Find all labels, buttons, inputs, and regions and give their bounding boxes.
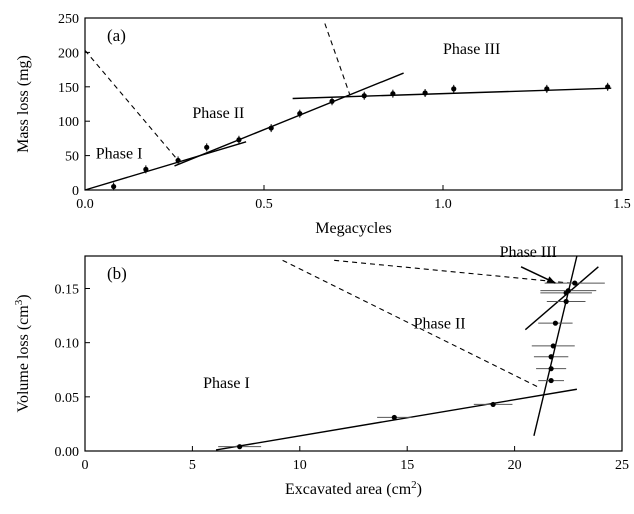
x-tick-label: 10	[293, 458, 307, 473]
phase-arrow-head	[546, 276, 556, 284]
y-axis-label: Mass loss (mg)	[15, 55, 32, 153]
y-tick-label: 50	[65, 150, 79, 165]
fit-line	[292, 87, 612, 100]
plot-frame	[84, 255, 623, 452]
data-point	[236, 137, 242, 143]
phase-annotation: Phase III	[500, 244, 557, 261]
data-point	[390, 91, 396, 97]
y-tick-label: 250	[58, 12, 79, 27]
data-point	[361, 93, 367, 99]
panel-label: (a)	[107, 26, 126, 45]
data-point	[548, 377, 554, 384]
data-point	[422, 90, 428, 96]
fit-line	[524, 266, 599, 331]
phase-annotation: Phase I	[96, 145, 143, 162]
data-point	[565, 288, 571, 294]
data-point	[605, 84, 611, 90]
y-tick-label: 100	[58, 115, 79, 130]
data-point	[490, 401, 496, 408]
panel-label: (b)	[107, 264, 127, 283]
data-point	[548, 366, 554, 372]
data-point	[329, 98, 335, 104]
x-axis-label: Excavated area (cm2)	[285, 479, 422, 498]
x-tick-label: 1.0	[434, 197, 452, 212]
y-tick-label: 0.05	[55, 391, 80, 406]
x-tick-label: 25	[615, 458, 629, 473]
y-tick-label: 150	[58, 81, 79, 96]
data-point	[451, 86, 457, 92]
fit-line	[174, 72, 404, 167]
dashed-guide-line	[334, 259, 571, 284]
x-tick-label: 5	[189, 458, 196, 473]
data-point	[111, 183, 117, 190]
fit-line	[84, 141, 247, 191]
dashed-guide-line	[282, 259, 541, 389]
phase-annotation: Phase III	[443, 41, 500, 58]
y-tick-label: 0.10	[55, 337, 80, 352]
data-point	[297, 111, 303, 117]
y-tick-label: 0	[72, 184, 79, 199]
y-tick-label: 200	[58, 46, 79, 61]
x-tick-label: 0.0	[76, 197, 94, 212]
plot-frame	[84, 17, 623, 191]
phase-annotation: Phase II	[414, 316, 466, 333]
chart-panel-a: 0.0 0.5 1.0 1.5 0 50 100 150 200 250 Megacycles Mas…	[15, 12, 631, 237]
y-tick-label: 0.15	[55, 283, 80, 298]
data-point	[204, 144, 210, 150]
data-point	[572, 280, 578, 286]
data-point	[544, 86, 550, 92]
fit-line	[215, 388, 578, 451]
data-point	[237, 444, 243, 450]
y-axis-label: Volume loss (cm3)	[13, 294, 32, 412]
y-tick-label: 0.00	[55, 445, 80, 460]
phase-annotation: Phase II	[192, 105, 244, 122]
chart-panel-b: 0 5 10 15 20 25 0.00 0.05 0.10 0.15 Excavated area…	[13, 244, 629, 498]
x-axis-label: Megacycles	[315, 220, 391, 237]
data-point	[563, 298, 569, 305]
data-point	[550, 343, 556, 349]
dashed-guide-line	[84, 49, 179, 161]
x-tick-label: 1.5	[613, 197, 631, 212]
x-tick-label: 20	[508, 458, 522, 473]
x-tick-label: 0	[82, 458, 89, 473]
data-point	[143, 166, 149, 172]
data-point	[548, 354, 554, 360]
dashed-guide-line	[324, 23, 351, 96]
x-tick-label: 0.5	[255, 197, 273, 212]
data-point	[175, 157, 181, 164]
data-point	[552, 320, 559, 326]
phase-annotation: Phase I	[203, 375, 250, 392]
x-tick-label: 15	[400, 458, 414, 473]
data-point	[391, 414, 397, 421]
data-point	[268, 125, 274, 131]
